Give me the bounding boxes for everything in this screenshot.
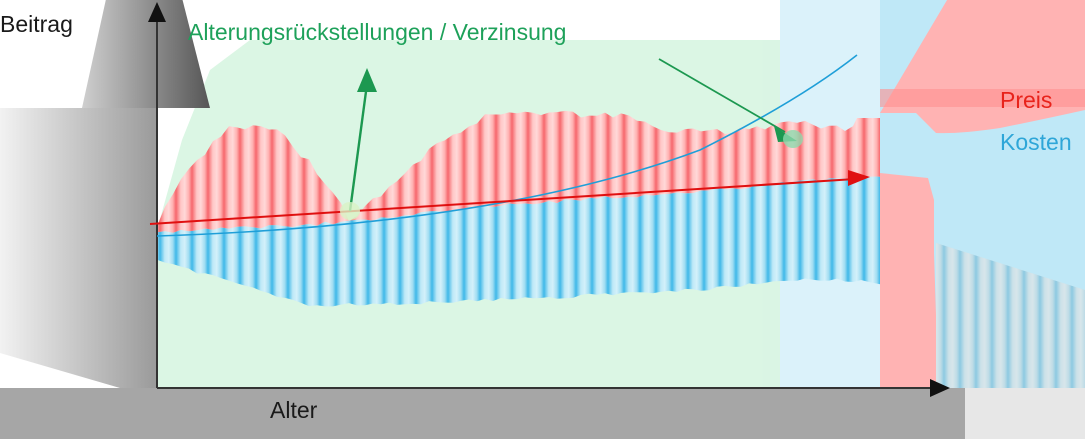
svg-text:Alter: Alter xyxy=(270,397,318,423)
svg-text:Beitrag: Beitrag xyxy=(0,11,73,37)
svg-text:Preis: Preis xyxy=(1000,87,1052,113)
svg-text:Alterungsrückstellungen / Verz: Alterungsrückstellungen / Verzinsung xyxy=(188,19,566,45)
svg-text:Kosten: Kosten xyxy=(1000,129,1072,155)
